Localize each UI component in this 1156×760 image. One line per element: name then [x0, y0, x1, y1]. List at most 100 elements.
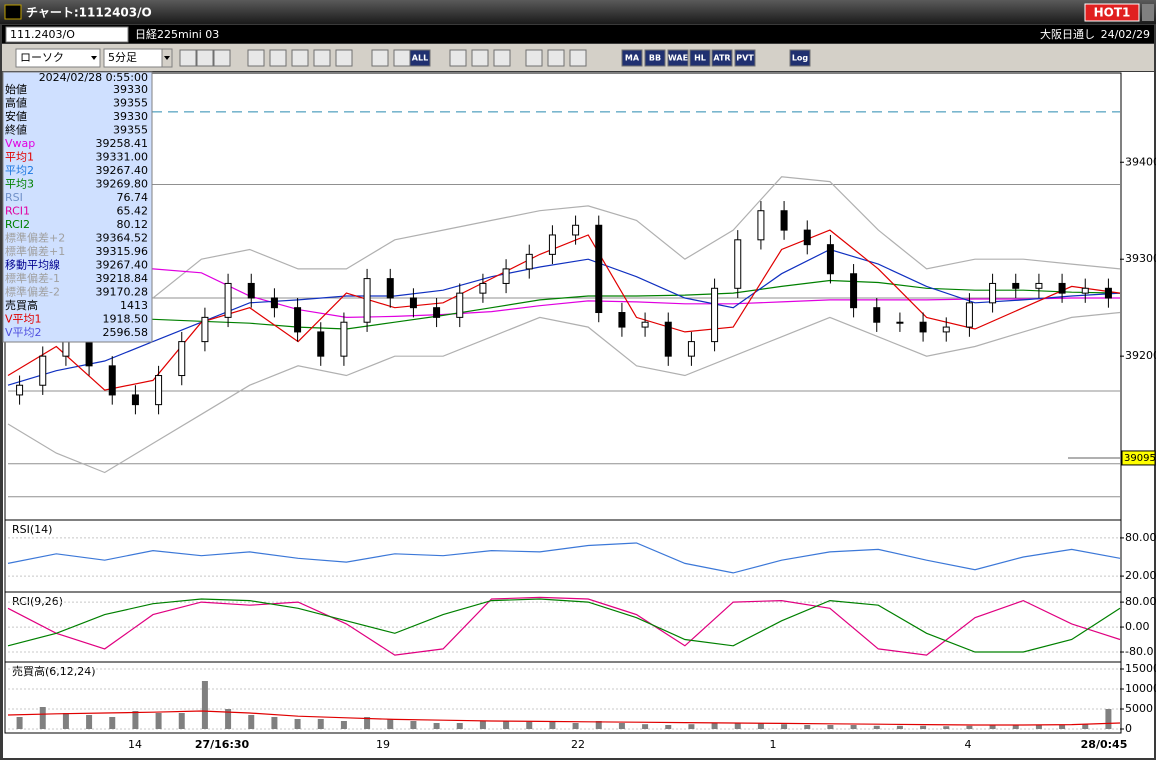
info-label: 平均1 [5, 151, 34, 164]
info-value: 39330 [113, 83, 148, 96]
volume-bar [155, 713, 162, 729]
toolbar-icon[interactable] [269, 49, 287, 67]
candle-body [131, 394, 139, 406]
panel-title: RSI(14) [12, 523, 52, 536]
toolbar-icon[interactable] [493, 49, 511, 67]
info-label: 平均2 [5, 164, 34, 177]
toolbar-icon[interactable] [449, 49, 467, 67]
toolbar-icon[interactable] [213, 49, 231, 67]
toolbar-button-label[interactable]: WAE [668, 54, 688, 63]
info-value: 39267.40 [96, 164, 149, 177]
candle-body [224, 282, 232, 318]
info-datetime: 2024/02/28 0:55:00 [39, 71, 148, 84]
candle-body [16, 384, 24, 396]
hot-label[interactable]: HOT1 [1094, 6, 1131, 20]
toolbar-icon[interactable] [335, 49, 353, 67]
chart-type-select[interactable] [15, 48, 101, 68]
toolbar-icon[interactable] [569, 49, 587, 67]
info-label: 終値 [5, 123, 27, 137]
indicator-line [7, 710, 1121, 726]
toolbar-button-label[interactable]: PVT [736, 54, 754, 63]
toolbar-icon[interactable] [247, 49, 265, 67]
volume-bar [734, 723, 741, 729]
candle-body [1012, 282, 1020, 289]
candle-body [919, 321, 927, 333]
info-bar [2, 25, 1154, 43]
candle-body [965, 302, 973, 328]
toolbar-icon[interactable] [313, 49, 331, 67]
volume-bar [1082, 724, 1089, 729]
toolbar-button-label[interactable]: MA [625, 54, 640, 63]
candle-body [618, 312, 626, 328]
toolbar-icon[interactable] [291, 49, 309, 67]
toolbar-button-label[interactable]: BB [649, 54, 661, 63]
session: 大阪日通し [1040, 27, 1095, 41]
x-tick-label: 14 [128, 738, 142, 751]
volume-bar [804, 725, 811, 729]
volume-bar [642, 724, 649, 729]
candle-body [595, 224, 603, 314]
toolbar-button-label[interactable]: HL [694, 54, 706, 63]
volume-bar [364, 717, 371, 729]
info-value: 1918.50 [103, 313, 149, 326]
toolbar-button[interactable] [689, 49, 711, 67]
toolbar-icon[interactable] [547, 49, 565, 67]
volume-bar [86, 715, 93, 729]
info-value: 39355 [113, 124, 148, 137]
indicator-line [7, 229, 1121, 391]
info-value: 76.74 [117, 191, 149, 204]
toolbar-button-label[interactable]: Log [792, 54, 809, 63]
candle-body [201, 316, 209, 343]
info-value: 39267.40 [96, 259, 149, 272]
toolbar-button-label[interactable]: ALL [412, 54, 428, 63]
hot-button[interactable] [1084, 3, 1140, 22]
volume-bar [827, 725, 834, 729]
volume-bar [433, 723, 440, 729]
candle-body [409, 297, 417, 309]
close-button[interactable] [1142, 4, 1154, 21]
y-tick-label: 0.00 [1125, 620, 1150, 633]
toolbar-icon[interactable] [179, 49, 197, 67]
title-bar [0, 0, 1156, 24]
y-tick-label: 80.00 [1125, 531, 1156, 544]
toolbar-icon[interactable] [525, 49, 543, 67]
volume-bar [920, 725, 927, 729]
x-tick-label: 27/16:30 [195, 738, 250, 751]
info-label: RCI2 [5, 218, 30, 231]
toolbar-button[interactable] [711, 49, 733, 67]
toolbar-icon[interactable] [196, 49, 214, 67]
info-label: 標準偏差+1 [5, 244, 65, 258]
info-value: 39170.28 [96, 286, 149, 299]
info-value: 39330 [113, 110, 148, 123]
volume-bar [479, 721, 486, 729]
toolbar-button-label[interactable]: ATR [713, 54, 730, 63]
toolbar-button[interactable] [644, 49, 666, 67]
candle-body [942, 326, 950, 333]
toolbar-icon[interactable] [393, 49, 411, 67]
candle-body [572, 224, 580, 236]
volume-bar [688, 724, 695, 729]
info-label: Vwap [5, 137, 35, 150]
toolbar-icon[interactable] [371, 49, 389, 67]
toolbar-icon[interactable] [471, 49, 489, 67]
symbol-box[interactable] [5, 26, 129, 43]
volume-bar [966, 725, 973, 729]
toolbar-button[interactable] [667, 49, 689, 67]
indicator-line [7, 311, 1121, 474]
volume-bar [526, 721, 533, 729]
candle-body [757, 210, 765, 241]
info-panel-bg [2, 71, 153, 343]
toolbar-button[interactable] [409, 49, 431, 67]
toolbar-button[interactable] [789, 49, 811, 67]
volume-bar [225, 709, 232, 729]
candle-body [386, 278, 394, 299]
toolbar-button[interactable] [621, 49, 643, 67]
info-value: 39331.00 [96, 151, 149, 164]
toolbar-button[interactable] [734, 49, 756, 67]
last-price-box [1121, 450, 1156, 466]
indicator-line [7, 176, 1121, 299]
info-label: 標準偏差+2 [5, 231, 65, 245]
chart-type: ローソク [20, 51, 64, 64]
x-tick-label: 4 [965, 738, 972, 751]
info-label: V平均1 [5, 313, 42, 326]
